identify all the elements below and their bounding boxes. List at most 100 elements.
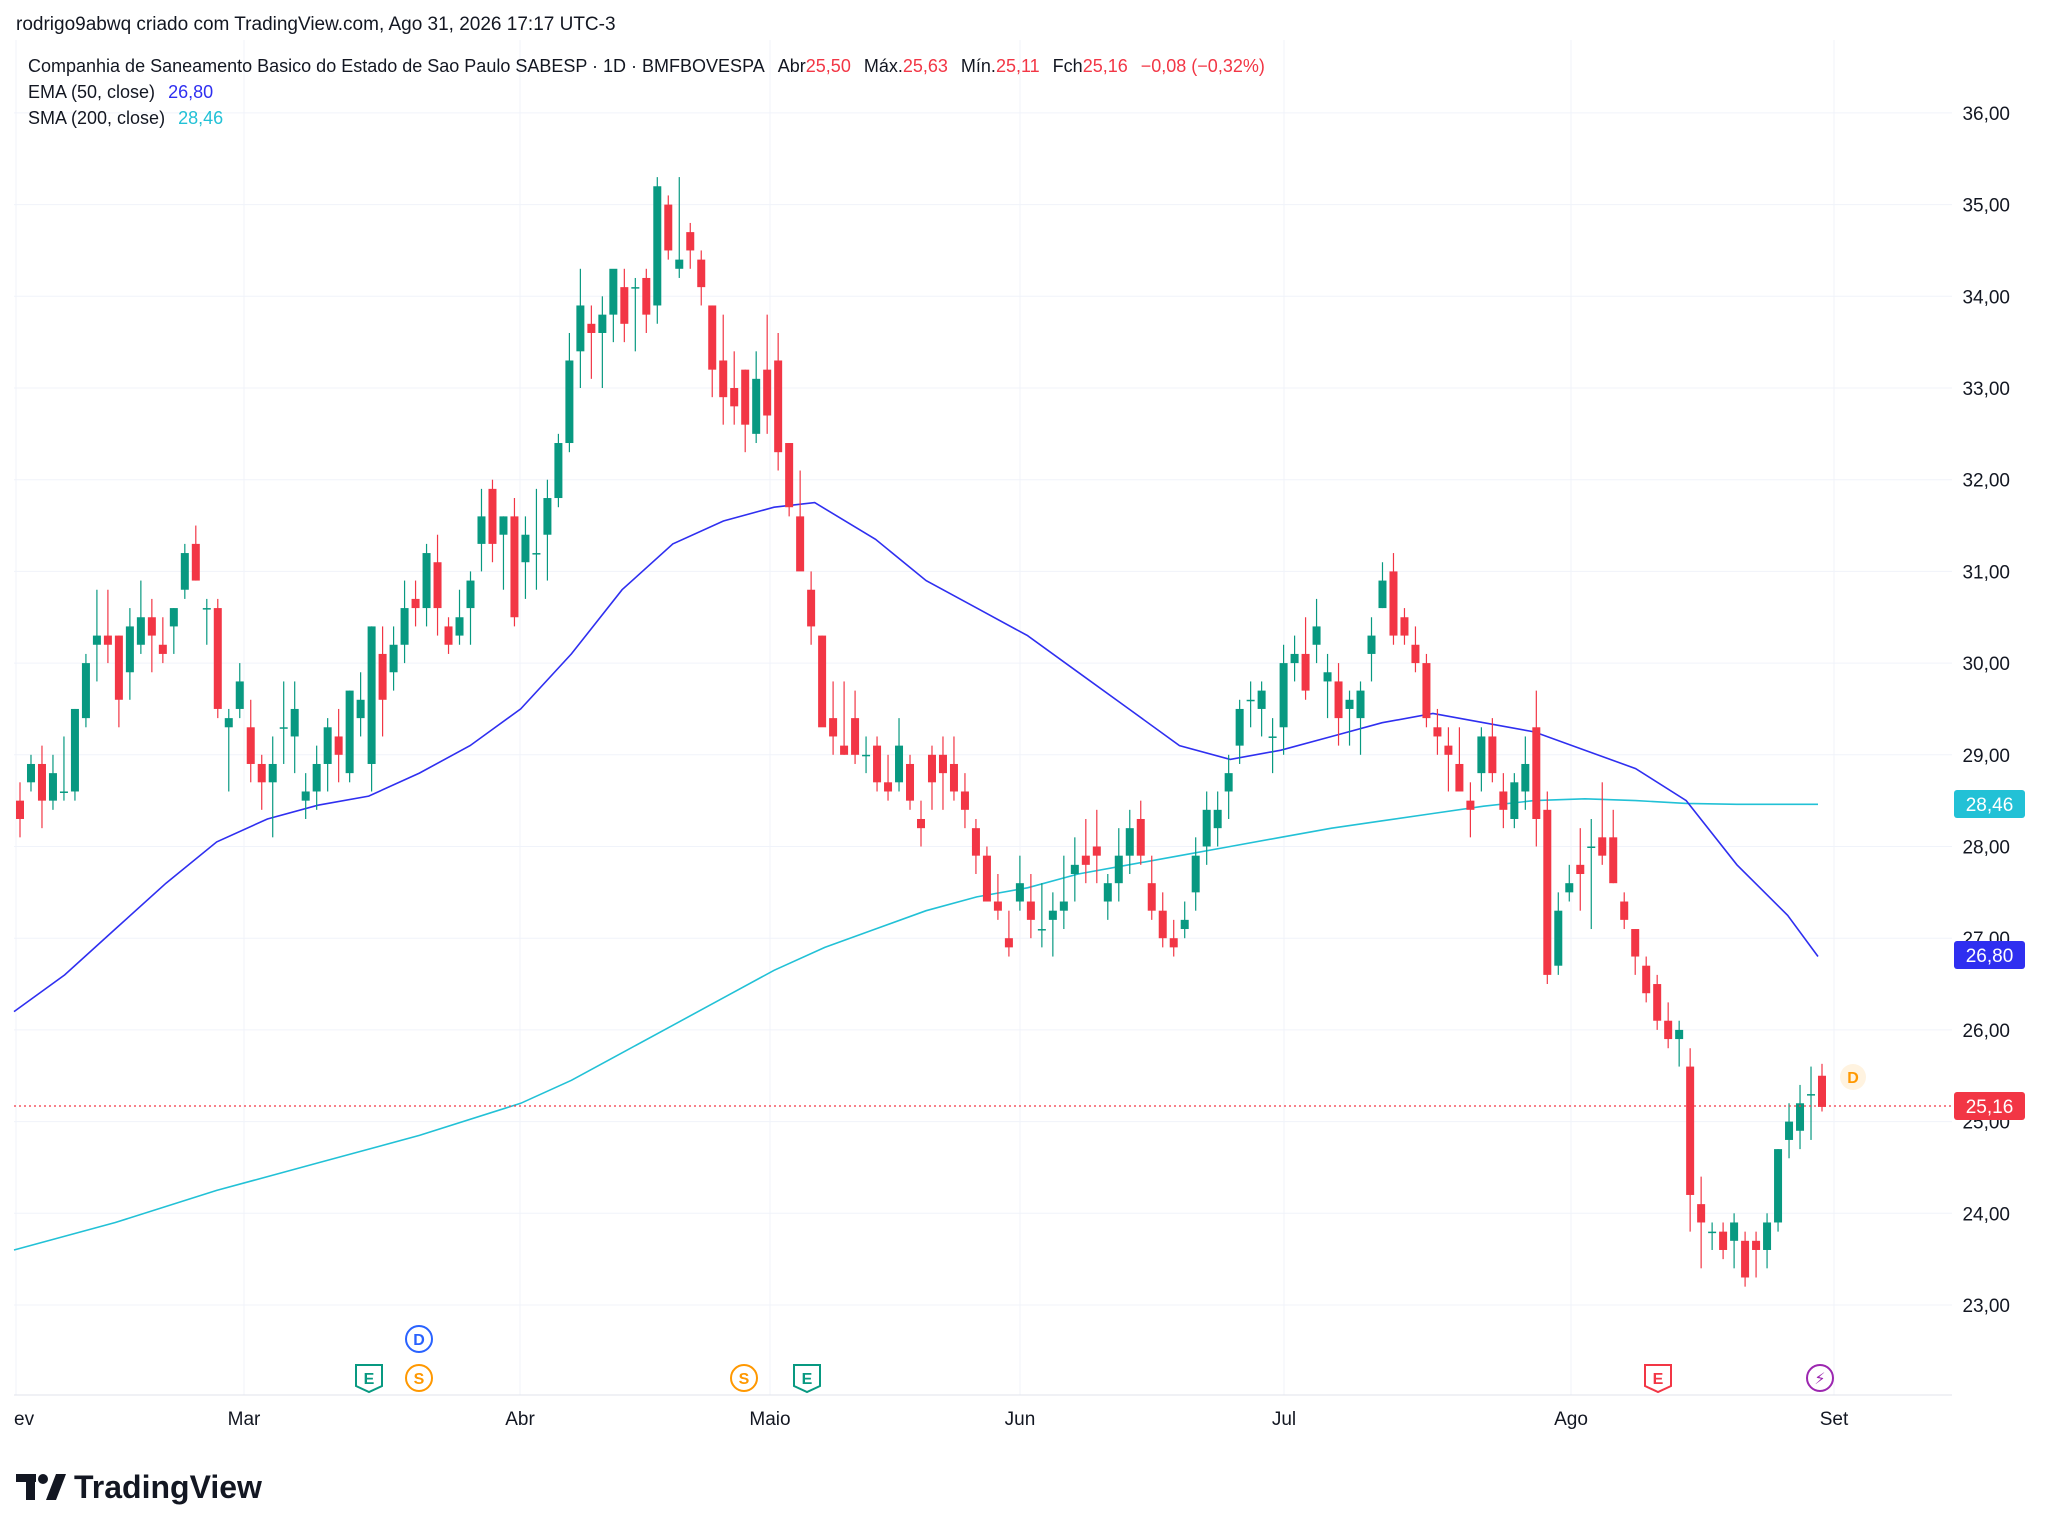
- candle-body: [1246, 699, 1255, 702]
- time-axis[interactable]: ev Mar Abr Maio Jun Jul Ago Set: [14, 1394, 1952, 1430]
- candle-body: [1015, 883, 1024, 902]
- candle-body: [565, 360, 574, 444]
- candle-body: [1070, 864, 1079, 875]
- candle: [1213, 791, 1222, 847]
- candle: [114, 635, 123, 728]
- candle-body: [1411, 644, 1420, 664]
- event-marker-earnings[interactable]: E: [793, 1364, 821, 1394]
- candle: [356, 672, 365, 737]
- candle-body: [917, 818, 925, 829]
- candle-body: [1543, 809, 1552, 975]
- candle: [1411, 626, 1420, 673]
- candle-body: [169, 608, 178, 627]
- candle: [510, 498, 519, 627]
- candle-body: [1653, 984, 1662, 1021]
- candle-body: [1796, 1103, 1805, 1131]
- candle-body: [1521, 763, 1530, 792]
- event-marker-earnings-future[interactable]: E: [1644, 1364, 1672, 1394]
- candle-body: [1301, 653, 1310, 691]
- candle-body: [1719, 1231, 1728, 1250]
- candle: [971, 818, 980, 875]
- candle-body: [367, 626, 376, 764]
- candle: [1565, 864, 1574, 902]
- marker-label: D: [413, 1332, 425, 1349]
- candle-body: [92, 635, 101, 645]
- candle: [1389, 553, 1398, 645]
- marker-shape: [730, 1364, 758, 1392]
- legend-ema[interactable]: EMA (50, close) 26,80: [28, 82, 213, 102]
- candle-body: [631, 287, 640, 289]
- candle: [1180, 901, 1189, 939]
- candle-body: [1609, 837, 1618, 884]
- event-marker-dividend[interactable]: D: [405, 1325, 433, 1353]
- candle-body: [70, 708, 79, 792]
- candle-body: [763, 369, 772, 416]
- candle: [1532, 690, 1541, 847]
- candle: [1466, 782, 1475, 838]
- candle: [895, 718, 904, 792]
- event-marker-news[interactable]: ⚡: [1806, 1364, 1834, 1392]
- candle: [796, 470, 805, 572]
- candle-body: [477, 516, 486, 544]
- legend-sma[interactable]: SMA (200, close) 28,46: [28, 108, 223, 128]
- candle-body: [510, 516, 519, 618]
- candle-body: [554, 443, 563, 499]
- candle-body: [257, 763, 266, 783]
- candle-body: [1598, 837, 1607, 856]
- candle: [927, 745, 936, 810]
- candle: [873, 736, 882, 792]
- event-marker-dividend-upcoming[interactable]: D: [1840, 1064, 1866, 1090]
- candle-body: [1763, 1222, 1772, 1250]
- candle-body: [1477, 736, 1486, 774]
- candle: [1136, 800, 1145, 865]
- candle: [1510, 773, 1519, 829]
- candle-body: [1686, 1066, 1695, 1195]
- ema-price-text: 26,80: [1966, 946, 2014, 967]
- candle: [26, 754, 35, 792]
- price-axis[interactable]: 23,0024,0025,0026,0027,0028,0029,0030,00…: [1962, 104, 2010, 1317]
- candle-body: [1323, 672, 1332, 682]
- marker-label: ⚡: [1814, 1371, 1825, 1388]
- candle-body: [1433, 727, 1442, 737]
- candle-body: [1587, 846, 1596, 848]
- candle-body: [279, 727, 288, 729]
- candle-body: [125, 626, 134, 673]
- event-marker-earnings[interactable]: E: [355, 1364, 383, 1394]
- event-marker-split[interactable]: S: [405, 1364, 433, 1392]
- candle: [1444, 727, 1453, 792]
- candle-body: [1730, 1222, 1739, 1241]
- candle-body: [1752, 1240, 1761, 1250]
- close-value: 25,16: [1083, 56, 1128, 76]
- candle: [993, 874, 1002, 920]
- candle: [1092, 809, 1101, 884]
- candle-body: [1532, 727, 1541, 819]
- tradingview-logo[interactable]: TradingView: [16, 1469, 262, 1505]
- candle: [785, 443, 794, 517]
- candle: [960, 773, 969, 829]
- candle-body: [730, 388, 739, 407]
- candle: [70, 708, 79, 801]
- candle: [367, 626, 376, 792]
- candle-body: [81, 663, 90, 719]
- event-marker-split[interactable]: S: [730, 1364, 758, 1392]
- marker-label: S: [414, 1371, 425, 1388]
- candle: [851, 690, 860, 764]
- candle: [1301, 617, 1310, 700]
- sma-price-label: 28,46: [1954, 790, 2025, 818]
- candle-body: [290, 708, 299, 737]
- event-markers[interactable]: E S D S E E ⚡ D: [355, 1064, 1866, 1394]
- candle-body: [895, 745, 904, 783]
- x-tick-label: ev: [14, 1409, 35, 1430]
- candle-body: [1510, 782, 1519, 819]
- candle: [829, 681, 838, 755]
- candle-body: [697, 259, 706, 288]
- symbol-line: Companhia de Saneamento Basico do Estado…: [28, 56, 765, 76]
- candle-body: [488, 488, 497, 544]
- marker-shape: [793, 1364, 821, 1394]
- candle: [1686, 1048, 1695, 1232]
- candle-body: [26, 763, 35, 783]
- candle: [1169, 919, 1178, 957]
- candle-body: [884, 782, 893, 792]
